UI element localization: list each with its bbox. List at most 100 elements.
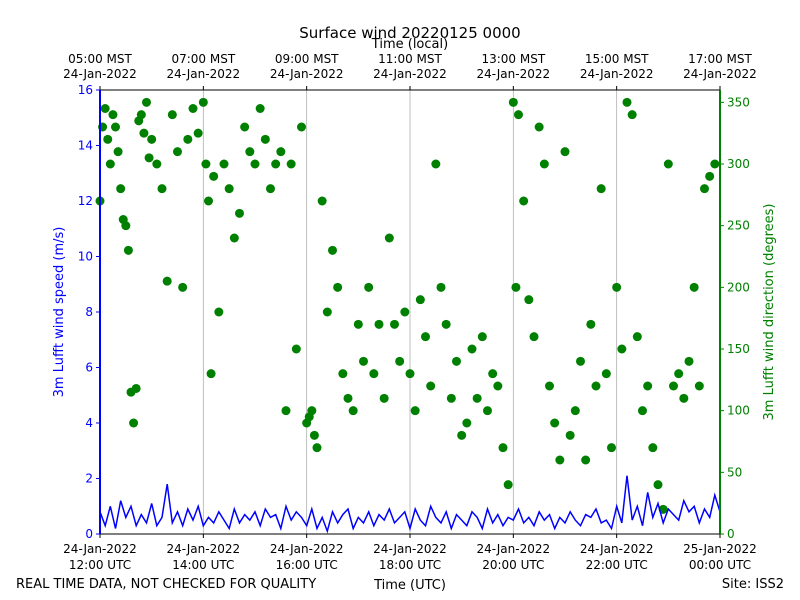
wind-direction-point (446, 393, 456, 403)
right-tick-label: 250 (727, 219, 750, 233)
wind-direction-point (276, 147, 286, 157)
wind-direction-point (178, 282, 188, 292)
wind-direction-point (144, 153, 154, 163)
site-label: Site: ISS2 (722, 577, 784, 592)
wind-direction-point (312, 443, 322, 453)
wind-direction-point (235, 208, 244, 218)
wind-direction-point (322, 307, 332, 317)
wind-direction-point (105, 159, 115, 169)
wind-direction-point (359, 356, 368, 366)
wind-direction-point (108, 110, 118, 120)
wind-direction-point (250, 159, 260, 169)
right-tick-label: 150 (727, 342, 750, 356)
wind-direction-point (328, 245, 337, 255)
wind-direction-point (353, 319, 363, 329)
right-axis-label: 3m Lufft wind direction (degrees) (762, 204, 777, 421)
bottom-tick-time: 20:00 UTC (482, 558, 544, 572)
wind-direction-point (214, 307, 224, 317)
wind-direction-point (136, 110, 146, 120)
wind-direction-point (462, 418, 472, 428)
wind-direction-point (113, 147, 123, 157)
wind-direction-point (596, 184, 606, 194)
top-tick-date: 24-Jan-2022 (580, 67, 654, 81)
bottom-axis-ticks: 24-Jan-2022 12:00 UTC 24-Jan-2022 14:00 UTC… (63, 534, 757, 572)
wind-direction-point (700, 184, 709, 194)
left-tick-label: 6 (85, 361, 93, 375)
wind-direction-point (565, 430, 575, 440)
bottom-tick-date: 24-Jan-2022 (63, 542, 137, 556)
wind-direction-point (369, 369, 379, 379)
wind-direction-point (338, 369, 348, 379)
wind-direction-point (121, 221, 131, 231)
wind-direction-point (405, 369, 415, 379)
top-tick-time: 17:00 MST (688, 52, 752, 66)
wind-speed-line (99, 475, 721, 534)
wind-direction-point (612, 282, 622, 292)
wind-direction-point (617, 344, 627, 354)
wind-direction-point (281, 406, 291, 416)
wind-direction-point (488, 369, 498, 379)
left-tick-label: 4 (85, 416, 93, 430)
wind-direction-point (390, 319, 399, 329)
wind-direction-point (374, 319, 384, 329)
wind-direction-point (586, 319, 596, 329)
wind-direction-point (266, 184, 275, 194)
right-tick-label: 300 (727, 157, 750, 171)
right-tick-label: 200 (727, 280, 750, 294)
wind-direction-point (410, 406, 420, 416)
quality-note: REAL TIME DATA, NOT CHECKED FOR QUALITY (16, 577, 316, 592)
wind-direction-point (514, 110, 523, 120)
wind-direction-point (229, 233, 239, 243)
wind-direction-point (477, 332, 487, 342)
left-axis-label: 3m Lufft wind speed (m/s) (52, 227, 67, 398)
top-tick-time: 07:00 MST (171, 52, 235, 66)
wind-direction-point (627, 110, 637, 120)
wind-direction-point (493, 381, 503, 391)
wind-direction-point (601, 369, 611, 379)
wind-direction-point (193, 128, 203, 138)
wind-direction-point (183, 134, 193, 144)
wind-direction-point (307, 406, 317, 416)
wind-direction-point (204, 196, 213, 206)
wind-direction-point (142, 97, 151, 107)
bottom-tick-date: 24-Jan-2022 (373, 542, 447, 556)
chart-title: Surface wind 20220125 0000 (299, 24, 520, 42)
wind-direction-series (95, 97, 720, 514)
wind-direction-point (431, 159, 441, 169)
top-tick-date: 24-Jan-2022 (477, 67, 551, 81)
wind-direction-point (286, 159, 296, 169)
wind-direction-point (384, 233, 394, 243)
bottom-tick-time: 16:00 UTC (276, 558, 338, 572)
wind-direction-point (511, 282, 521, 292)
wind-direction-point (524, 295, 534, 305)
wind-direction-point (173, 147, 182, 157)
left-tick-label: 16 (78, 83, 93, 97)
bottom-tick-time: 14:00 UTC (172, 558, 234, 572)
wind-direction-point (152, 159, 162, 169)
wind-direction-point (415, 295, 425, 305)
bottom-tick-time: 00:00 UTC (689, 558, 751, 572)
wind-direction-point (508, 97, 518, 107)
wind-direction-point (555, 455, 565, 465)
wind-direction-point (436, 282, 446, 292)
wind-direction-point (529, 332, 539, 342)
top-tick-date: 24-Jan-2022 (63, 67, 137, 81)
wind-direction-point (364, 282, 374, 292)
wind-direction-point (317, 196, 327, 206)
wind-direction-point (653, 480, 663, 490)
bottom-tick-time: 18:00 UTC (379, 558, 441, 572)
wind-direction-point (545, 381, 554, 391)
grid-lines (202, 90, 618, 534)
left-tick-label: 10 (78, 250, 93, 264)
wind-direction-point (245, 147, 255, 157)
wind-direction-point (426, 381, 436, 391)
wind-direction-point (534, 122, 544, 132)
right-tick-label: 0 (727, 527, 735, 541)
wind-direction-point (100, 104, 110, 113)
wind-direction-point (206, 369, 216, 379)
wind-direction-point (379, 393, 389, 403)
wind-direction-point (162, 276, 172, 286)
wind-direction-point (103, 134, 113, 144)
bottom-tick-date: 24-Jan-2022 (580, 542, 654, 556)
